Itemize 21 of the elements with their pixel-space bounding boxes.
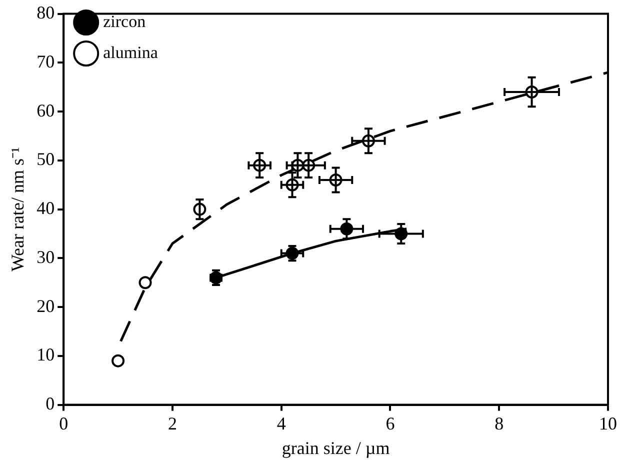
y-tick-label: 80 bbox=[36, 2, 55, 23]
x-tick-label: 2 bbox=[168, 413, 177, 434]
point bbox=[138, 276, 152, 290]
y-tick-label: 0 bbox=[46, 394, 55, 414]
x-tick-label: 8 bbox=[494, 413, 504, 434]
y-tick-label: 20 bbox=[36, 296, 55, 316]
x-axis-title: grain size / µm bbox=[282, 438, 390, 458]
y-tick-label: 70 bbox=[36, 51, 55, 72]
legend-label: zircon bbox=[103, 12, 146, 31]
x-tick-label: 10 bbox=[599, 413, 617, 434]
y-axis-title: Wear rate/ nm s⁻¹ bbox=[8, 147, 28, 272]
x-tick-label: 4 bbox=[276, 413, 286, 434]
x-tick-label: 6 bbox=[386, 413, 395, 434]
y-tick-label: 50 bbox=[36, 149, 55, 170]
y-tick-label: 60 bbox=[36, 100, 55, 120]
point bbox=[112, 354, 125, 368]
y-tick-label: 30 bbox=[36, 246, 55, 267]
y-tick-label: 40 bbox=[36, 198, 55, 218]
legend-label: alumina bbox=[103, 42, 158, 62]
y-tick-label: 10 bbox=[36, 344, 55, 365]
x-tick-label: 0 bbox=[59, 413, 68, 434]
